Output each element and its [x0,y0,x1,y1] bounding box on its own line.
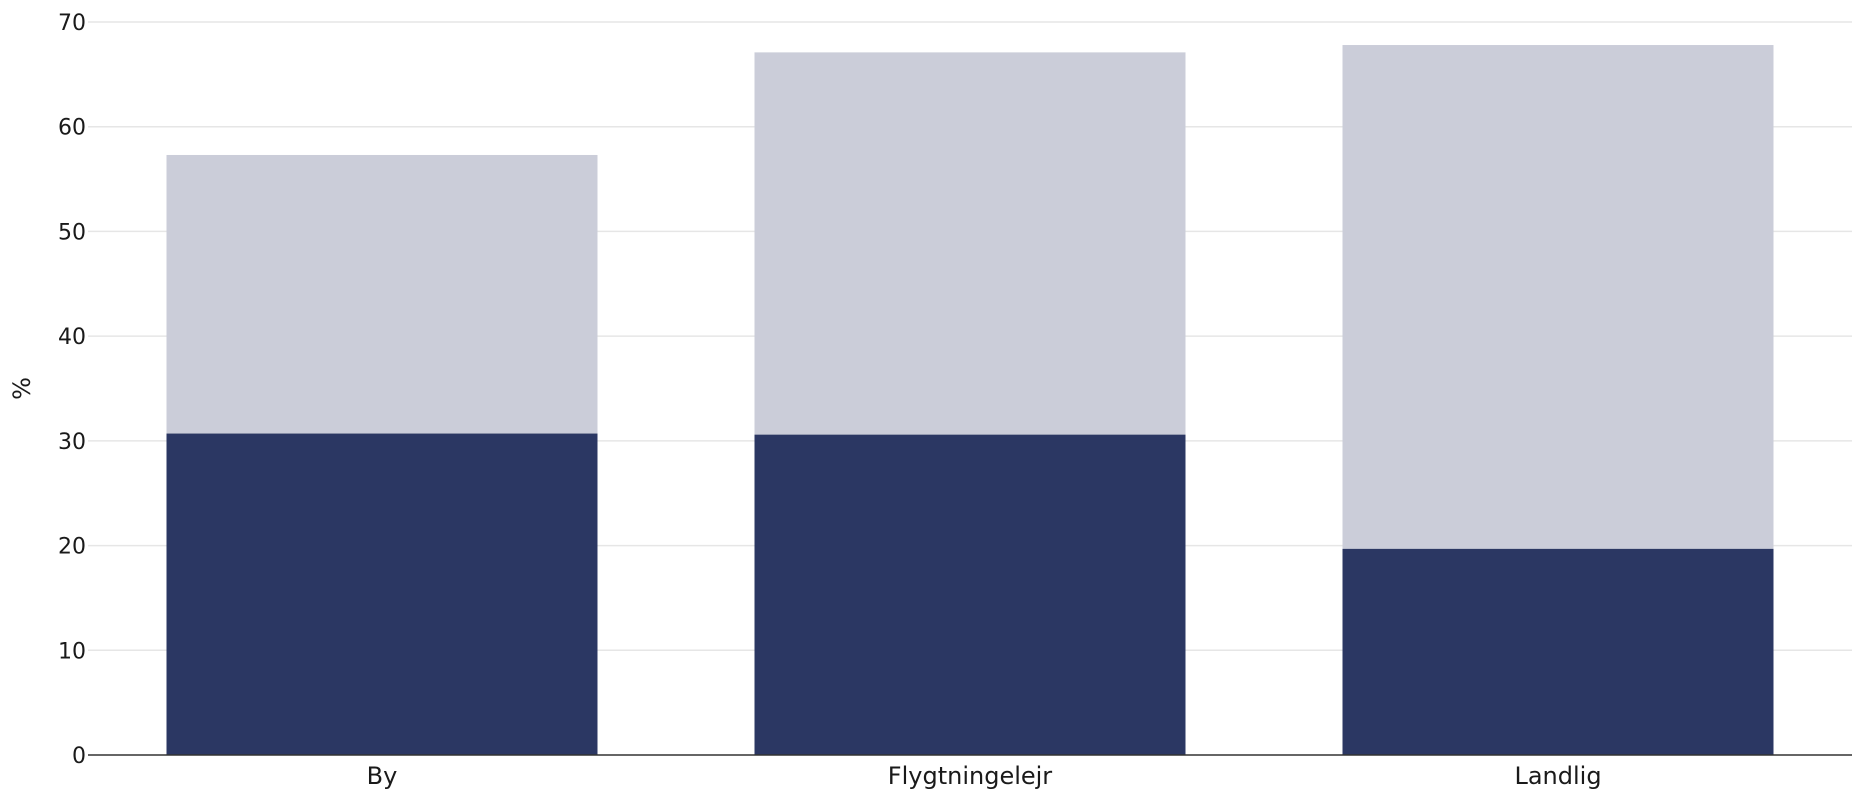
y-tick-label: 20 [58,535,86,560]
category-label: Landlig [1514,762,1601,789]
bar-segment-series-2 [1342,45,1774,549]
bar-segment-series-2 [166,154,598,434]
y-tick-label: 40 [58,325,86,350]
y-tick-label: 60 [58,116,86,141]
y-tick-label: 70 [58,11,86,36]
category-labels: By Flygtningelejr Landlig [367,762,1602,789]
y-tick-label: 0 [72,744,86,769]
y-tick-labels: 0 10 20 30 40 50 60 70 [58,11,86,769]
y-axis-title: % [8,377,36,400]
bar-segment-series-1 [166,433,598,755]
bar-segment-series-1 [754,434,1186,755]
category-label: By [367,762,398,789]
y-tick-label: 30 [58,430,86,455]
bars [166,45,1774,755]
y-tick-label: 10 [58,639,86,664]
bar-segment-series-2 [754,52,1186,435]
y-tick-label: 50 [58,220,86,245]
category-label: Flygtningelejr [888,762,1053,789]
bar-segment-series-1 [1342,548,1774,755]
